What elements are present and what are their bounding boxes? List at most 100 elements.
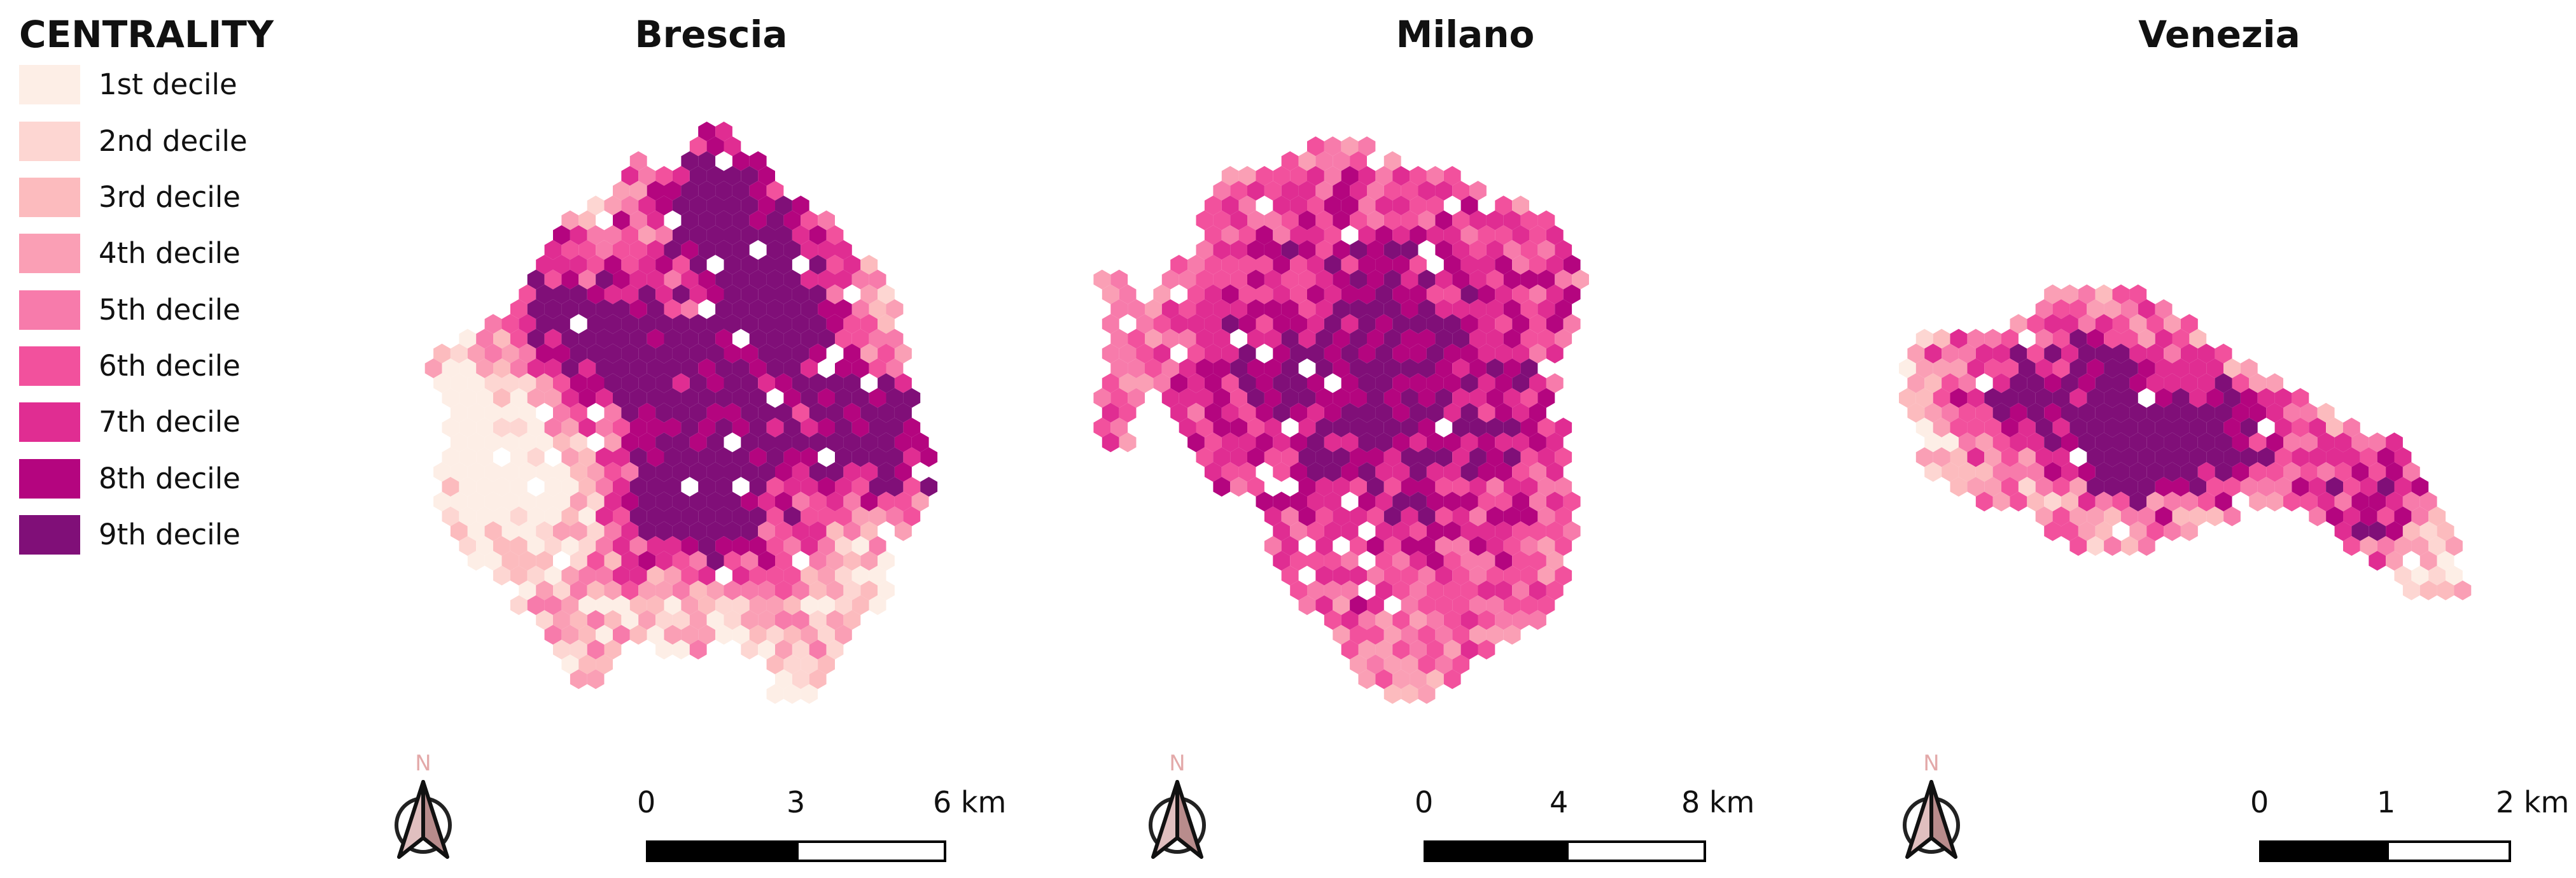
hex-cell	[2121, 358, 2138, 378]
hex-cell	[2035, 299, 2053, 319]
hex-cell	[1478, 639, 1495, 660]
hex-cell	[809, 284, 827, 304]
hex-cell	[1290, 432, 1307, 453]
hex-cell	[2402, 492, 2420, 512]
hex-cell	[1264, 329, 1282, 349]
scalebar-milano: 0 4 8 km	[1415, 783, 1805, 872]
hex-cell	[801, 358, 818, 378]
scalebar-venezia: 0 1 2 km	[2250, 783, 2576, 872]
hex-cell	[536, 255, 553, 275]
hex-cell	[647, 536, 664, 556]
hex-cell	[2164, 492, 2181, 512]
hex-cell	[698, 358, 716, 378]
hex-cell	[1264, 358, 1282, 378]
hex-cell	[1478, 373, 1495, 393]
hex-cell	[2309, 506, 2327, 527]
hex-cell	[647, 447, 664, 467]
hex-cell	[459, 536, 477, 556]
hex-cell	[519, 492, 536, 512]
hex-cell	[604, 492, 622, 512]
hex-cell	[1230, 388, 1247, 408]
hex-cell	[1537, 210, 1555, 230]
hex-cell	[2052, 506, 2070, 527]
hex-cell	[698, 388, 716, 408]
hex-cell	[1392, 373, 1410, 393]
hex-cell	[596, 477, 613, 497]
hex-cell	[1307, 255, 1324, 275]
hex-cell	[2266, 462, 2283, 482]
hex-cell	[587, 639, 605, 660]
hex-cell	[1341, 610, 1359, 630]
hex-cell	[860, 492, 878, 512]
hex-cell	[851, 388, 869, 408]
hex-cell	[629, 536, 647, 556]
hex-cell	[1179, 329, 1196, 349]
hex-cell	[758, 402, 775, 423]
hex-cell	[1221, 314, 1239, 334]
hex-cell	[1950, 388, 1968, 408]
hex-cell	[476, 536, 493, 556]
hex-cell	[843, 343, 861, 364]
hex-cell	[749, 625, 767, 645]
hex-cell	[1537, 269, 1555, 290]
hex-cell	[1324, 610, 1341, 630]
hex-cell	[1486, 536, 1504, 556]
hex-cell	[613, 358, 630, 378]
hex-cell	[629, 506, 647, 527]
hex-cell	[2292, 477, 2309, 497]
hex-cell	[1307, 462, 1324, 482]
hex-cell	[2206, 358, 2224, 378]
hex-cell	[2215, 373, 2232, 393]
hex-cell	[1452, 655, 1470, 674]
hex-cell	[724, 521, 741, 541]
hex-cell	[2129, 432, 2147, 453]
hex-cell	[613, 210, 630, 230]
hex-cell	[433, 492, 451, 512]
hex-cell	[1469, 388, 1487, 408]
hex-cell	[1537, 388, 1555, 408]
hex-cell	[1512, 432, 1529, 453]
hex-cell	[1950, 477, 1968, 497]
hex-cell	[493, 477, 510, 497]
hex-cell	[2155, 418, 2173, 437]
hex-cell	[2027, 402, 2045, 423]
hex-cell	[1358, 225, 1376, 245]
hex-cell	[1503, 240, 1521, 260]
hex-cell	[1495, 195, 1513, 216]
hex-cell	[698, 240, 716, 260]
hex-cell	[1324, 492, 1341, 512]
hex-cell	[2104, 299, 2121, 319]
hex-cell	[2223, 358, 2241, 378]
hex-cell	[2206, 447, 2224, 467]
hex-cell	[1315, 595, 1333, 615]
hex-cell	[467, 343, 485, 364]
hex-cell	[1907, 402, 1925, 423]
hex-cell	[1992, 462, 2010, 482]
hex-cell	[604, 314, 622, 334]
hex-cell	[1358, 669, 1376, 690]
hex-cell	[689, 284, 707, 304]
hex-cell	[758, 610, 775, 630]
hex-cell	[561, 299, 579, 319]
hex-cell	[2095, 373, 2113, 393]
hex-cell	[911, 492, 929, 512]
hex-cell	[1443, 462, 1461, 482]
hex-cell	[2121, 329, 2138, 349]
hex-cell	[2326, 447, 2343, 467]
hex-cell	[1213, 240, 1231, 260]
hex-cell	[2369, 521, 2386, 541]
scale-bar-white	[1566, 840, 1706, 862]
legend-swatch-1	[19, 65, 80, 104]
hex-cell	[1418, 684, 1436, 704]
hex-cell	[818, 240, 835, 260]
hex-cell	[1350, 595, 1367, 615]
hex-cell	[424, 358, 442, 378]
hex-cell	[655, 492, 673, 512]
hex-cell	[878, 551, 895, 571]
hex-cell	[818, 418, 835, 437]
hex-cell	[1281, 151, 1299, 171]
hex-cell	[1460, 492, 1478, 512]
hex-cell	[835, 269, 852, 290]
hex-cell	[1290, 166, 1307, 186]
hex-cell	[860, 432, 878, 453]
